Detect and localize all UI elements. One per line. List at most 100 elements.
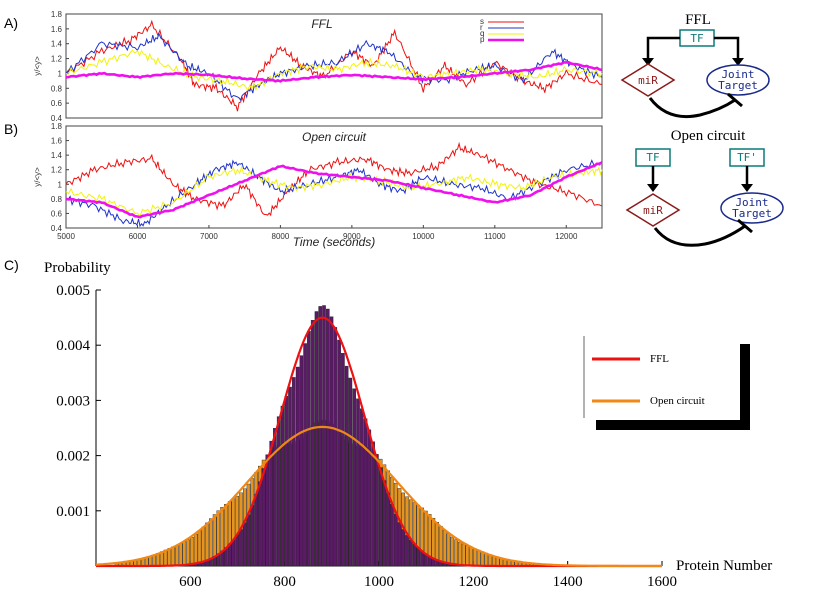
hist-bar-ffl (397, 522, 402, 567)
hist-bar-ffl (246, 514, 251, 567)
mir-label-open: miR (643, 204, 663, 217)
legend-box (584, 332, 740, 420)
hist-bar-ffl (299, 355, 304, 567)
hist-bar-ffl (412, 544, 417, 567)
hist-bar-ffl (386, 492, 390, 567)
xtick-label-c-1: 800 (273, 574, 296, 590)
hist-bar-ffl (273, 428, 277, 567)
bars-open-circuit (114, 419, 568, 567)
title-b: Open circuit (302, 130, 367, 144)
legend-a-label-1: r (480, 23, 483, 32)
ytick-label-a-2: 0.8 (51, 84, 63, 93)
hist-bar-ffl (333, 327, 338, 567)
repression-edge-ffl (648, 97, 736, 119)
ytick-label-c-3: 0.004 (56, 338, 90, 354)
hist-bar-ffl (250, 505, 255, 567)
edge-tf-mir-ffl (646, 36, 680, 60)
edge-tf-target-ffl (714, 36, 740, 60)
legend-label-open: Open circuit (650, 395, 705, 407)
diagram-open: Open circuit TF TF' miR Joint Target (625, 128, 784, 247)
hist-bar-ffl (356, 398, 360, 567)
ytick-label-b-2: 0.8 (51, 195, 63, 204)
ytick-label-c-1: 0.002 (56, 449, 90, 465)
xlabel-c: Protein Number (676, 558, 772, 574)
bars-ffl (182, 305, 462, 567)
repression-bar-ffl (727, 92, 743, 108)
diagram-ffl-title: FFL (685, 12, 711, 28)
xtick-label-b-0: 5000 (57, 232, 75, 241)
series-group-a (65, 19, 603, 112)
hist-bar-ffl (390, 504, 394, 567)
hist-bar-open (469, 546, 474, 567)
series-group-b (65, 141, 603, 228)
xtick-label-c-0: 600 (179, 574, 202, 590)
target-label-ffl-1: Joint (721, 68, 754, 81)
hist-bar-ffl (310, 320, 315, 567)
panel-label-b: B) (4, 121, 18, 137)
hist-bar-ffl (314, 311, 319, 567)
ylabel-a: y/<y> (33, 56, 42, 76)
plot-frame-b (65, 125, 603, 229)
plot-frame-a (65, 13, 603, 119)
diagram-open-title: Open circuit (671, 128, 746, 144)
hist-bar-open (167, 548, 172, 567)
series-line-b-3 (65, 161, 603, 219)
hist-bar-ffl (258, 481, 262, 567)
ytick-label-c-2: 0.003 (56, 393, 90, 409)
xticks-c: 600 800 1000 1200 1400 1600 (179, 561, 677, 590)
arrowhead-mir-ffl (642, 58, 654, 66)
hist-bar-open (450, 536, 455, 567)
hist-bar-ffl (261, 468, 266, 567)
hist-bar-ffl (405, 535, 409, 567)
hist-bar-ffl (284, 396, 289, 567)
hist-bar-ffl (344, 365, 349, 567)
yticks-c: 0.001 0.002 0.003 0.004 0.005 (56, 283, 101, 520)
legend-label-ffl: FFL (650, 353, 669, 365)
ylabel-c: Probability (44, 260, 111, 276)
hist-bar-ffl (231, 539, 236, 567)
ytick-label-a-1: 0.6 (51, 99, 63, 108)
hist-bar-ffl (292, 377, 296, 567)
ytick-label-b-7: 1.8 (51, 122, 63, 131)
series-line-b-0 (65, 141, 603, 217)
tf-label-ffl: TF (690, 32, 703, 45)
hist-bar-ffl (322, 305, 326, 567)
hist-bar-open (461, 543, 466, 567)
hist-bar-open (446, 533, 451, 567)
yticks-a: 0.4 0.6 0.8 1 1.2 1.4 1.6 1.8 (51, 10, 69, 123)
series-line-a-0 (65, 19, 603, 112)
target-node-ffl (706, 64, 770, 96)
hist-bar-ffl (242, 522, 247, 567)
hist-bar-ffl (393, 513, 398, 567)
hist-bar-ffl (239, 529, 243, 567)
hist-bar-ffl (382, 480, 387, 567)
xtick-label-b-4: 9000 (343, 232, 361, 241)
legend-a-label-0: s (480, 17, 484, 26)
hist-bar-open (197, 530, 202, 567)
hist-bar-ffl (378, 467, 383, 567)
ytick-label-b-1: 0.6 (51, 209, 63, 218)
ylabel-b: y/<y> (33, 167, 42, 187)
ytick-label-a-0: 0.4 (51, 114, 63, 123)
hist-bar-open (454, 539, 458, 567)
histogram-panel: Probability Protein Number 0.0010.0020.0… (44, 260, 772, 590)
legend-a-label-2: q (480, 29, 484, 38)
xtick-label-b-2: 7000 (200, 232, 218, 241)
xticks-b: 5000 6000 7000 8000 9000 10000 11000 12000 (57, 225, 578, 241)
ytick-label-a-5: 1.4 (51, 40, 63, 49)
hist-bar-ffl (375, 454, 379, 567)
series-line-a-1 (65, 32, 603, 102)
panel-label-a: A) (4, 15, 18, 31)
hist-bar-ffl (318, 306, 323, 567)
hist-bar-open (473, 548, 477, 567)
ytick-label-a-6: 1.6 (51, 25, 63, 34)
diagram-ffl: FFL TF miR Joint Target (620, 12, 770, 119)
fit-curves (95, 316, 662, 568)
legend-a-label-3: p (480, 35, 485, 44)
hist-bar-ffl (341, 353, 345, 567)
timeseries-panel-open: y/<y> Open circuit 0.4 0.6 0.8 1 1.2 1.4 1.6 1.… (33, 122, 603, 249)
fit-curve-open (95, 425, 662, 568)
hist-bar-open (174, 545, 179, 567)
